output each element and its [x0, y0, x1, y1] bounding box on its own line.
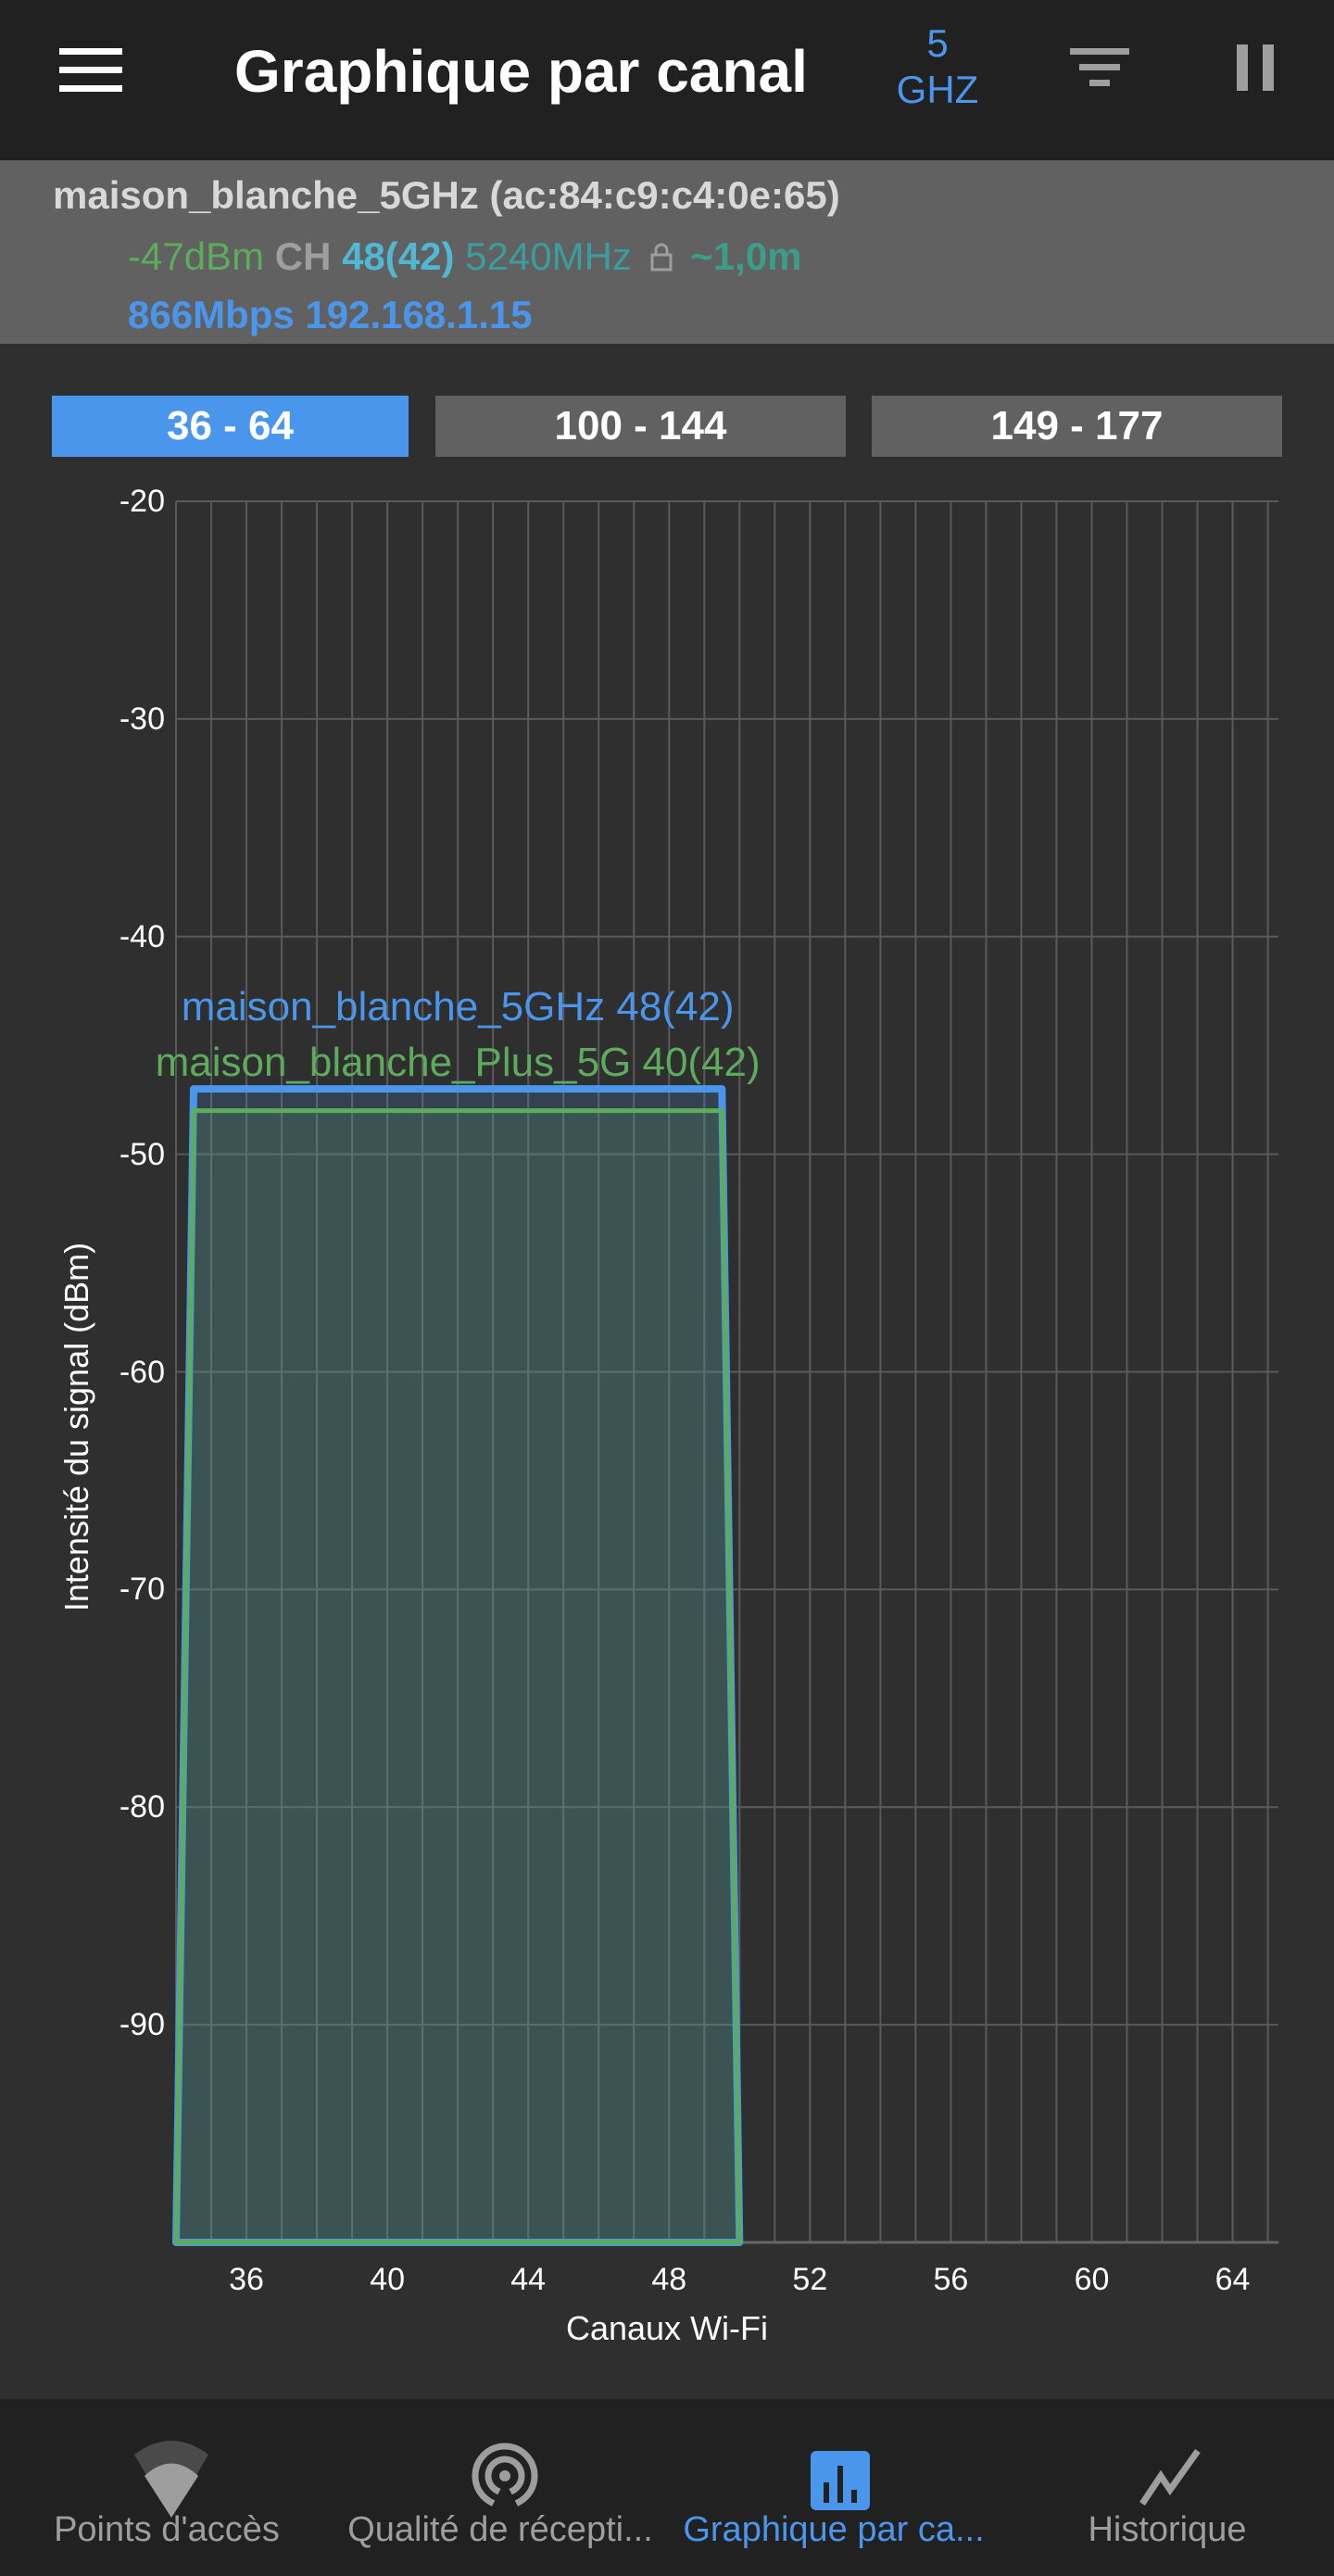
band-unit: GHZ: [896, 68, 979, 111]
pause-icon[interactable]: [1237, 44, 1277, 91]
nav-access-points[interactable]: Points d'accès: [0, 2399, 334, 2576]
bar-chart-icon: [811, 2451, 870, 2510]
y-tick-label: -80: [119, 1789, 165, 1825]
nav-label: Historique: [1088, 2510, 1247, 2549]
top-app-bar: Graphique par canal 5 GHZ: [0, 0, 1334, 160]
nav-history[interactable]: Historique: [1000, 2399, 1334, 2576]
y-tick-label: -40: [119, 918, 165, 954]
x-tick-label: 56: [933, 2262, 969, 2297]
speed-ip: 866Mbps 192.168.1.15: [128, 293, 533, 336]
x-tick-label: 52: [792, 2262, 828, 2297]
y-tick-label: -30: [119, 701, 165, 737]
nav-channel-graph[interactable]: Graphique par ca...: [667, 2399, 1000, 2576]
tab-100-144[interactable]: 100 - 144: [435, 396, 846, 457]
connection-info-panel[interactable]: maison_blanche_5GHz (ac:84:c9:c4:0e:65) …: [0, 160, 1334, 344]
filter-icon[interactable]: [1070, 48, 1129, 93]
y-tick-label: -90: [119, 2007, 165, 2043]
signal-quality-icon: [472, 2443, 538, 2518]
network-signal-shape: [173, 1108, 742, 2245]
nav-label: Graphique par ca...: [683, 2510, 985, 2549]
y-tick-label: -70: [119, 1572, 165, 1608]
x-tick-label: 48: [651, 2262, 687, 2297]
page-title: Graphique par canal: [234, 38, 808, 105]
band-toggle-button[interactable]: 5 GHZ: [880, 20, 995, 113]
y-tick-label: -50: [119, 1136, 165, 1172]
history-line-icon: [1139, 2448, 1201, 2506]
bottom-navigation: Points d'accès Qualité de récepti... Gra…: [0, 2399, 1334, 2576]
nav-label: Points d'accès: [54, 2510, 280, 2549]
band-value: 5: [926, 21, 949, 65]
x-tick-label: 36: [229, 2262, 264, 2297]
x-tick-label: 60: [1074, 2262, 1110, 2297]
y-tick-label: -20: [119, 484, 165, 519]
y-axis-title: Intensité du signal (dBm): [57, 1242, 95, 1612]
lock-icon: [650, 236, 673, 271]
menu-icon[interactable]: [59, 48, 122, 93]
channel-label: CH: [274, 234, 332, 278]
network-label: maison_blanche_5GHz 48(42): [182, 984, 735, 1029]
signal-level: -47dBm: [128, 234, 265, 278]
channel-value: 48(42): [342, 234, 455, 278]
frequency: 5240MHz: [465, 234, 632, 278]
nav-signal-quality[interactable]: Qualité de récepti...: [334, 2399, 667, 2576]
ssid-bssid: maison_blanche_5GHz (ac:84:c9:c4:0e:65): [53, 173, 840, 217]
x-tick-label: 40: [370, 2262, 406, 2297]
wifi-icon: [134, 2441, 208, 2518]
channel-chart: maison_blanche_5GHz 48(42) maison_blanche…: [156, 500, 1278, 2246]
nav-label: Qualité de récepti...: [347, 2510, 653, 2549]
network-label: maison_blanche_Plus_5G 40(42): [156, 1040, 761, 1085]
distance: ~1,0m: [690, 234, 802, 278]
y-tick-label: -60: [119, 1354, 165, 1390]
x-axis-title: Canaux Wi-Fi: [565, 2309, 769, 2347]
x-tick-label: 44: [510, 2262, 547, 2297]
x-tick-label: 64: [1214, 2262, 1251, 2297]
tab-36-64[interactable]: 36 - 64: [52, 396, 409, 457]
tab-149-177[interactable]: 149 - 177: [872, 396, 1282, 457]
